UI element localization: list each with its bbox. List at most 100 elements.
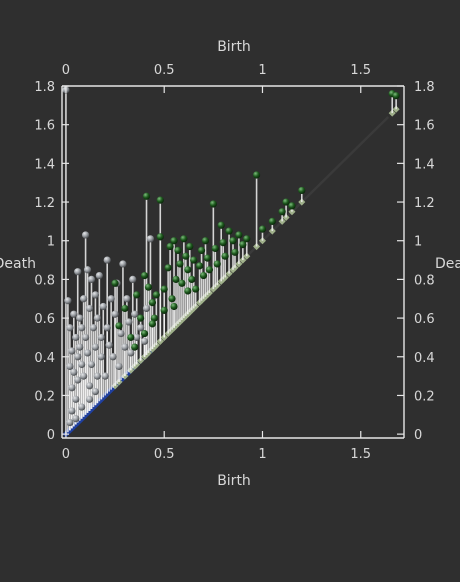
point-s0-51 <box>129 275 137 284</box>
x-tick-label-bottom-1: 0.5 <box>154 447 175 462</box>
y-tick-label-right-3: 0.6 <box>414 312 435 327</box>
point-s1-56 <box>184 287 192 295</box>
x-tick-label-bottom-2: 1 <box>258 447 266 462</box>
point-s1-7 <box>180 235 188 243</box>
point-s0-9 <box>72 395 80 403</box>
point-s0-60 <box>78 403 86 411</box>
point-s1-19 <box>205 266 214 274</box>
point-s0-56 <box>142 304 151 313</box>
point-s0-13 <box>76 314 84 322</box>
point-s1-43 <box>121 304 129 313</box>
point-s0-4 <box>68 384 76 392</box>
point-s0-10 <box>74 353 82 361</box>
point-s1-20 <box>209 200 217 208</box>
point-s1-3 <box>166 242 174 251</box>
point-s0-2 <box>66 362 74 371</box>
point-s0-61 <box>66 418 74 427</box>
point-s0-22 <box>83 349 92 357</box>
y-tick-label-left-0: 0 <box>47 428 55 443</box>
point-s0-52 <box>131 310 139 318</box>
y-tick-label-right-7: 1.4 <box>414 157 435 172</box>
point-s0-19 <box>81 231 90 239</box>
point-s0-1 <box>64 297 72 305</box>
point-s0-45 <box>117 329 125 338</box>
point-s1-44 <box>127 333 135 342</box>
point-s1-22 <box>213 260 221 268</box>
y-tick-label-right-0: 0 <box>414 428 422 443</box>
point-s0-26 <box>87 275 96 284</box>
points-layer <box>62 86 400 427</box>
y-tick-label-left-4: 0.8 <box>34 273 55 288</box>
point-s0-17 <box>80 372 88 380</box>
point-s0-58 <box>68 407 76 415</box>
point-s1-27 <box>229 237 237 245</box>
y-tick-label-left-1: 0.2 <box>34 389 55 404</box>
point-s1-42 <box>115 322 123 330</box>
point-s1-31 <box>243 235 251 243</box>
x-tick-label-top-3: 1.5 <box>350 63 371 78</box>
point-s1-28 <box>231 248 239 256</box>
point-s0-31 <box>93 372 101 380</box>
y-axis-title-right: Death <box>435 256 460 272</box>
point-s0-28 <box>91 343 100 351</box>
point-s0-36 <box>101 372 109 380</box>
point-s0-62 <box>85 395 94 403</box>
point-s0-6 <box>70 368 78 376</box>
point-s1-48 <box>144 283 153 291</box>
point-s1-30 <box>239 240 247 249</box>
point-s0-39 <box>105 341 113 349</box>
y-tick-label-right-2: 0.4 <box>414 351 435 366</box>
y-tick-label-left-6: 1.2 <box>34 196 55 211</box>
point-s1-26 <box>225 227 233 235</box>
point-s0-30 <box>93 314 101 322</box>
point-s1-4 <box>170 237 178 245</box>
point-s0-32 <box>95 271 103 280</box>
point-s0-11 <box>74 376 82 384</box>
point-s1-34 <box>268 217 276 225</box>
point-s0-8 <box>72 333 80 342</box>
y-tick-label-left-5: 1 <box>47 235 55 250</box>
point-s1-6 <box>176 260 184 268</box>
point-s1-53 <box>168 295 176 303</box>
y-tick-label-left-8: 1.6 <box>34 119 55 134</box>
point-s0-59 <box>72 415 80 423</box>
point-s1-33 <box>258 225 267 233</box>
point-s1-49 <box>148 299 157 307</box>
point-s1-9 <box>184 266 192 274</box>
point-s0-63 <box>91 387 100 396</box>
point-s0-25 <box>87 360 96 369</box>
point-s1-40 <box>392 92 400 100</box>
point-s0-20 <box>81 333 90 342</box>
point-s0-44 <box>115 362 123 371</box>
point-s1-21 <box>211 244 219 253</box>
y-tick-label-right-8: 1.6 <box>414 119 435 134</box>
x-tick-label-bottom-0: 0 <box>62 447 70 462</box>
point-s1-5 <box>174 246 182 254</box>
x-axis-title-top: Birth <box>217 39 251 55</box>
point-s0-41 <box>109 353 117 361</box>
x-tick-label-top-2: 1 <box>258 63 266 78</box>
y-tick-label-right-4: 0.8 <box>414 273 435 288</box>
point-s0-42 <box>111 310 119 318</box>
point-s1-17 <box>201 237 210 245</box>
y-tick-label-left-7: 1.4 <box>34 157 55 172</box>
point-s0-35 <box>99 302 107 311</box>
x-tick-label-top-1: 0.5 <box>154 63 175 78</box>
point-s1-50 <box>152 291 160 299</box>
point-s0-53 <box>133 333 141 342</box>
point-s1-58 <box>160 306 168 314</box>
point-s0-12 <box>74 268 82 276</box>
point-s1-60 <box>131 343 139 351</box>
point-s1-45 <box>133 291 141 299</box>
point-s1-62 <box>148 320 157 328</box>
stems-layer <box>65 89 397 435</box>
y-tick-label-right-1: 0.2 <box>414 389 435 404</box>
point-s1-54 <box>172 275 180 284</box>
point-s0-33 <box>97 333 105 342</box>
point-s1-61 <box>140 329 149 338</box>
point-s1-38 <box>298 186 306 195</box>
point-s0-18 <box>80 295 88 303</box>
y-tick-label-left-2: 0.4 <box>34 351 55 366</box>
